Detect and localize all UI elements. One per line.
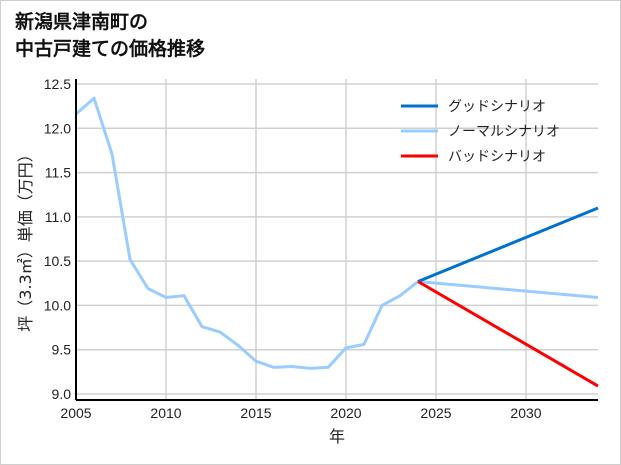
y-tick-label: 10.0 [44, 297, 71, 313]
y-tick-label: 9.0 [52, 386, 72, 402]
x-tick-label: 2020 [330, 405, 361, 421]
legend-label: ノーマルシナリオ [448, 124, 560, 140]
series-line-2 [417, 280, 599, 388]
x-tick-label: 2030 [510, 405, 541, 421]
series-line-0 [417, 206, 599, 283]
y-tick-label: 11.5 [45, 165, 71, 181]
y-tick-label: 12.5 [44, 76, 71, 92]
y-tick-label: 10.5 [44, 253, 71, 269]
y-axis-label: 坪（3.3㎡）単価（万円） [16, 146, 35, 331]
x-tick-label: 2025 [420, 405, 451, 421]
legend-label: バッドシナリオ [448, 149, 546, 165]
x-axis-label: 年 [329, 427, 345, 446]
y-tick-label: 11.0 [45, 209, 71, 225]
y-tick-label: 9.5 [52, 342, 72, 358]
series-line-1 [75, 96, 599, 370]
title-line-1: 新潟県津南町の [15, 11, 149, 33]
x-tick-label: 2015 [240, 405, 271, 421]
y-tick-label: 12.0 [44, 120, 71, 136]
legend-label: グッドシナリオ [448, 99, 546, 115]
x-tick-label: 2010 [150, 405, 181, 421]
x-tick-label: 2005 [60, 405, 91, 421]
chart-title: 新潟県津南町の 中古戸建ての価格推移 [15, 9, 205, 63]
title-line-2: 中古戸建ての価格推移 [15, 38, 206, 60]
